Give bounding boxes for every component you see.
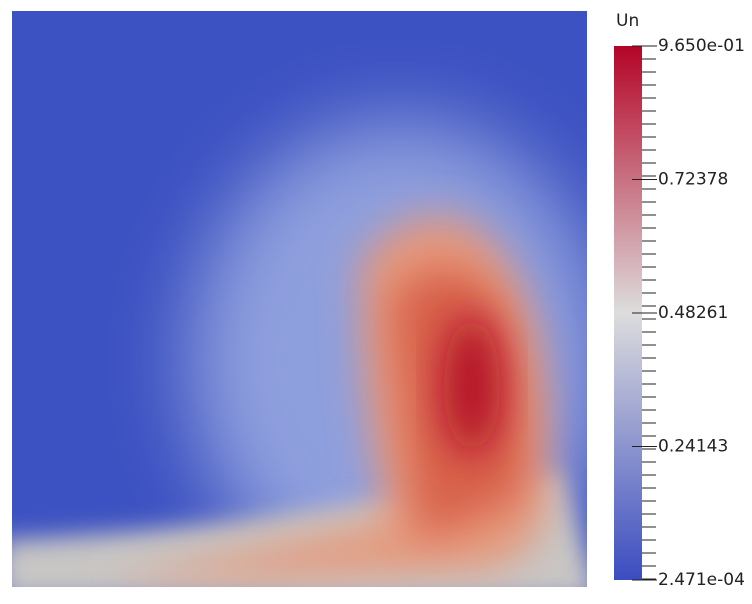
tick-label: 0.72378 xyxy=(658,170,728,190)
tick-label: 2.471e-04 xyxy=(658,570,745,590)
field xyxy=(12,11,587,587)
tick-label: 0.48261 xyxy=(658,303,728,323)
tick-label: 0.24143 xyxy=(658,437,728,457)
tick-label: 9.650e-01 xyxy=(658,36,745,56)
colorbar-title: Un xyxy=(616,11,639,31)
